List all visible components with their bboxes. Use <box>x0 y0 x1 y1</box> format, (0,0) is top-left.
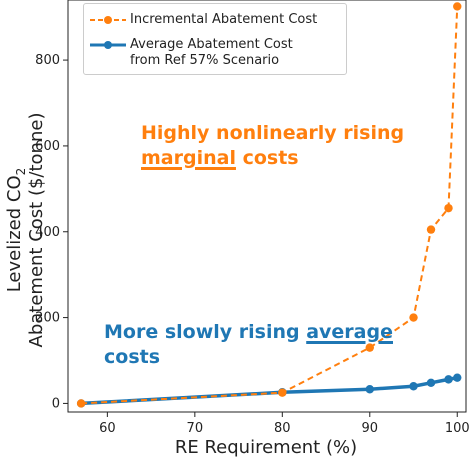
plot-series <box>76 2 462 408</box>
annotation-marginal-line1: Highly nonlinearly rising <box>141 122 405 144</box>
annotation-marginal-underlined: marginal <box>141 147 236 169</box>
x-tick-label: 80 <box>274 421 291 436</box>
legend-marker-incremental <box>90 16 126 24</box>
point-incremental <box>453 2 462 11</box>
y-axis-label-co: Levelized CO <box>4 175 25 292</box>
annotation-marginal-rest: costs <box>235 147 299 169</box>
y-axis-label-subscript: 2 <box>14 168 28 176</box>
point-incremental <box>444 203 453 213</box>
y-tick-label: 200 <box>35 311 60 326</box>
point-average <box>453 373 462 382</box>
x-tick-label: 90 <box>362 421 379 436</box>
legend-label-average-line1: Average Abatement Cost <box>130 37 293 52</box>
y-axis-label-line2: Abatement Cost ($/tonne) <box>26 113 47 348</box>
plot-axes: 60 70 80 90 100 0 200 400 600 800 <box>35 0 470 436</box>
annotation-marginal-costs: Highly nonlinearly rising marginal costs <box>141 121 404 171</box>
point-average <box>444 375 453 384</box>
legend: Incremental Abatement Cost Average Abate… <box>83 3 347 75</box>
y-axis-label-line1: Levelized CO2 <box>4 168 28 293</box>
point-incremental <box>76 399 86 408</box>
annotation-marginal-line2: marginal costs <box>141 146 404 171</box>
x-axis-label: RE Requirement (%) <box>175 437 357 458</box>
point-incremental <box>426 225 436 234</box>
annotation-average-line2: costs <box>104 346 161 368</box>
legend-label-incremental: Incremental Abatement Cost <box>130 12 318 27</box>
series-line-average <box>81 375 458 406</box>
x-tick-label: 100 <box>445 421 470 436</box>
point-average <box>409 382 418 391</box>
x-tick-label: 70 <box>187 421 204 436</box>
y-tick-label: 800 <box>35 53 60 68</box>
y-axis-label: Levelized CO2 Abatement Cost ($/tonne) <box>4 113 47 348</box>
annotation-average-line1: More slowly rising average <box>104 320 393 345</box>
point-average <box>365 385 374 394</box>
legend-label-average-line2: from Ref 57% Scenario <box>130 53 280 68</box>
annotation-average-pre: More slowly rising <box>104 321 307 343</box>
annotation-average-underlined: average <box>306 321 393 343</box>
plot-frame <box>67 0 467 413</box>
y-tick-label: 0 <box>52 396 60 411</box>
point-average <box>426 378 436 388</box>
y-tick-label: 600 <box>35 139 60 154</box>
x-tick-label: 60 <box>99 421 116 436</box>
point-incremental <box>365 343 374 352</box>
legend-marker-average <box>90 41 126 49</box>
annotation-average-costs: More slowly rising average costs <box>104 320 393 370</box>
point-incremental <box>409 313 418 322</box>
y-tick-label: 400 <box>35 225 60 240</box>
point-incremental <box>278 388 287 397</box>
